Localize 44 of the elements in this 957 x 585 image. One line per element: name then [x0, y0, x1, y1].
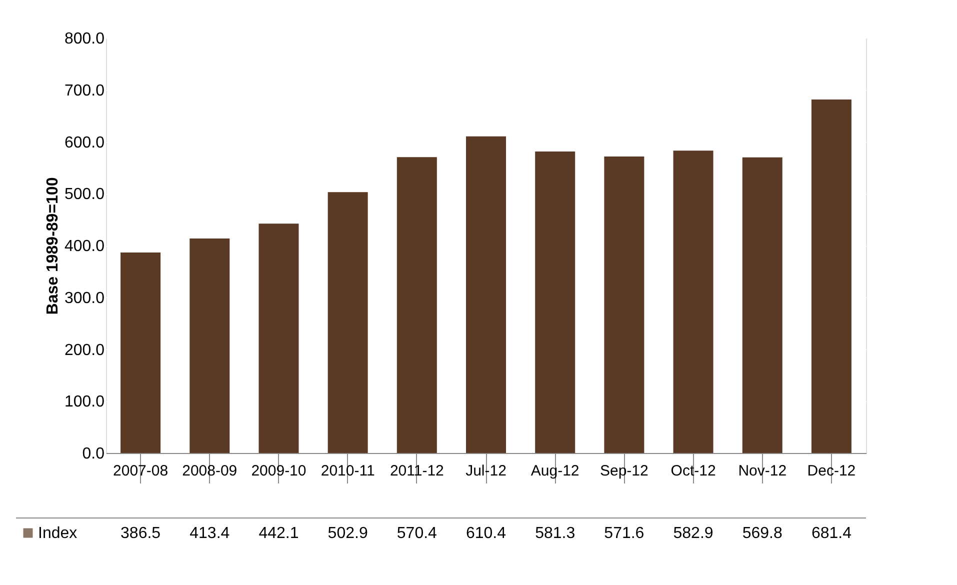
data-label: 569.8 — [742, 525, 782, 542]
y-axis-title: Base 1989-89=100 — [44, 177, 62, 315]
x-tick-label: 2008-09 — [182, 462, 238, 480]
data-label: 386.5 — [120, 525, 161, 542]
x-tick-label: 2010-11 — [320, 462, 375, 480]
bar — [604, 156, 644, 453]
y-tick-label: 400.0 — [64, 238, 105, 255]
x-tick-label: 2009-10 — [251, 462, 306, 480]
data-label: 582.9 — [673, 525, 714, 542]
data-label: 610.4 — [466, 525, 506, 542]
data-label: 570.4 — [396, 525, 438, 542]
y-tick-label: 100.0 — [64, 394, 105, 411]
bar — [673, 150, 714, 453]
bar — [535, 151, 576, 453]
x-tick-label: Nov-12 — [738, 462, 787, 480]
bar — [190, 238, 230, 453]
data-label: 581.3 — [535, 525, 576, 542]
data-label: 413.4 — [190, 525, 230, 542]
bar — [120, 252, 161, 453]
y-tick-label: 500.0 — [64, 186, 105, 204]
x-tick-label: Jul-12 — [466, 462, 506, 480]
x-tick-label: 2011-12 — [390, 462, 444, 480]
bar — [258, 224, 299, 453]
x-tick-label: Sep-12 — [600, 462, 648, 480]
x-tick-label: 2007-08 — [113, 462, 168, 480]
x-tick-label: Oct-12 — [670, 462, 716, 480]
y-tick-label: 200.0 — [64, 342, 105, 359]
bar — [466, 136, 506, 453]
data-label: 502.9 — [328, 525, 368, 542]
data-label: 442.1 — [258, 525, 299, 542]
y-tick-label: 0.0 — [82, 446, 105, 462]
x-tick-label: Dec-12 — [807, 462, 856, 480]
bar — [328, 192, 368, 453]
bar — [811, 100, 852, 453]
y-tick-label: 600.0 — [64, 134, 105, 152]
data-label: 681.4 — [811, 525, 852, 542]
y-tick-label: 700.0 — [64, 82, 105, 100]
bar — [396, 157, 437, 453]
data-label: 571.6 — [604, 525, 644, 542]
bar — [742, 157, 782, 453]
legend-label: Index — [38, 525, 78, 542]
y-tick-label: 800.0 — [64, 30, 105, 48]
y-tick-label: 300.0 — [64, 290, 105, 307]
x-tick-label: Aug-12 — [530, 462, 580, 480]
